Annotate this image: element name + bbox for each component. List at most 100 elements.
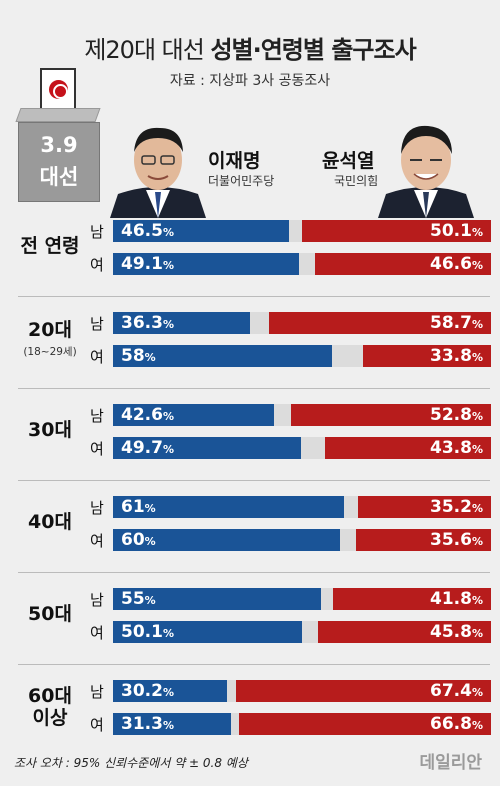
bar-track: 58% 33.8% [113,345,491,367]
election-date: 3.9 [40,133,78,157]
bar-track: 42.6% 52.8% [113,404,491,426]
bar-right-candidate: 67.4% [236,680,491,702]
title-prefix: 제20대 대선 [84,36,211,64]
bar-track: 55% 41.8% [113,588,491,610]
bar-left-candidate: 46.5% [113,220,289,242]
bar-right-candidate: 46.6% [314,253,491,275]
value-label-left: 36.3% [121,313,174,333]
group-divider [18,388,490,389]
gender-label: 여 [90,348,104,366]
bar-right-candidate: 33.8% [363,345,491,367]
bar-right-candidate: 41.8% [333,588,491,610]
value-label-left: 58% [121,346,156,366]
gender-label: 남 [90,683,104,701]
group-divider [18,296,490,297]
bar-right-candidate: 35.2% [357,496,491,518]
value-label-left: 30.2% [121,681,174,701]
bar-left-candidate: 49.7% [113,437,301,459]
value-label-right: 33.8% [430,346,483,366]
publisher-logo: 데일리안 [419,753,482,773]
candidate-right-name: 윤석열 [322,150,375,172]
gender-label: 여 [90,440,104,458]
age-group-label: 30대 [28,419,72,441]
age-group-label: 60대 이상 [28,685,72,729]
value-label-right: 50.1% [430,221,483,241]
bar-left-candidate: 60% [113,529,340,551]
bar-left-candidate: 55% [113,588,321,610]
bar-right-candidate: 35.6% [356,529,491,551]
bar-left-candidate: 30.2% [113,680,228,702]
value-label-left: 42.6% [121,405,174,425]
footnote: 조사 오차 : 95% 신뢰수준에서 약 ± 0.8 예상 [14,756,248,770]
value-label-right: 35.2% [430,497,483,517]
bar-left-candidate: 42.6% [113,404,275,426]
age-group-label: 전 연령 [20,235,80,257]
gender-label: 여 [90,532,104,550]
source-text: 자료 : 지상파 3사 공동조사 [169,73,331,89]
bar-track: 50.1% 45.8% [113,621,491,643]
value-label-left: 61% [121,497,156,517]
candidate-right-photo [378,118,474,218]
candidate-left-photo [110,118,206,218]
bar-left-candidate: 58% [113,345,333,367]
bar-right-candidate: 52.8% [291,404,491,426]
value-label-left: 60% [121,530,156,550]
value-label-right: 43.8% [430,438,483,458]
age-group-label: 20대 [28,319,72,341]
bar-track: 61% 35.2% [113,496,491,518]
value-label-left: 50.1% [121,622,174,642]
value-label-right: 46.6% [430,254,483,274]
bar-track: 31.3% 66.8% [113,713,491,735]
value-label-right: 58.7% [430,313,483,333]
gender-label: 여 [90,624,104,642]
value-label-left: 31.3% [121,714,174,734]
bar-left-candidate: 36.3% [113,312,251,334]
value-label-right: 35.6% [430,530,483,550]
bar-track: 36.3% 58.7% [113,312,491,334]
group-divider [18,664,490,665]
gender-label: 남 [90,591,104,609]
value-label-right: 67.4% [430,681,483,701]
age-group-label: 40대 [28,511,72,533]
age-group-label: 50대 [28,603,72,625]
value-label-left: 49.1% [121,254,174,274]
bar-right-candidate: 45.8% [317,621,491,643]
page-title: 제20대 대선 성별·연령별 출구조사 [0,30,500,65]
group-divider [18,480,490,481]
bar-left-candidate: 31.3% [113,713,232,735]
election-label: 대선 [39,165,79,189]
bar-right-candidate: 43.8% [325,437,491,459]
vote-stamp-icon [49,80,68,99]
value-label-right: 52.8% [430,405,483,425]
ballot-box-icon: 3.9 대선 [18,122,100,202]
ballot-box-lid [15,108,101,122]
gender-label: 남 [90,223,104,241]
candidate-left-name: 이재명 [208,150,261,172]
bar-track: 30.2% 67.4% [113,680,491,702]
group-divider [18,572,490,573]
value-label-left: 55% [121,589,156,609]
bar-left-candidate: 61% [113,496,344,518]
bar-track: 46.5% 50.1% [113,220,491,242]
bar-left-candidate: 50.1% [113,621,303,643]
gender-label: 남 [90,315,104,333]
bar-right-candidate: 66.8% [238,713,491,735]
gender-label: 남 [90,499,104,517]
value-label-right: 45.8% [430,622,483,642]
gender-label: 남 [90,407,104,425]
candidate-left-party: 더불어민주당 [208,174,275,188]
value-label-right: 41.8% [430,589,483,609]
bar-right-candidate: 50.1% [301,220,491,242]
value-label-left: 49.7% [121,438,174,458]
bar-track: 60% 35.6% [113,529,491,551]
gender-label: 여 [90,256,104,274]
candidate-right-party: 국민의힘 [334,174,379,188]
bar-track: 49.7% 43.8% [113,437,491,459]
bar-right-candidate: 58.7% [269,312,491,334]
value-label-left: 46.5% [121,221,174,241]
bar-left-candidate: 49.1% [113,253,299,275]
gender-label: 여 [90,716,104,734]
bar-track: 49.1% 46.6% [113,253,491,275]
value-label-right: 66.8% [430,714,483,734]
title-main: 성별·연령별 출구조사 [210,36,416,64]
